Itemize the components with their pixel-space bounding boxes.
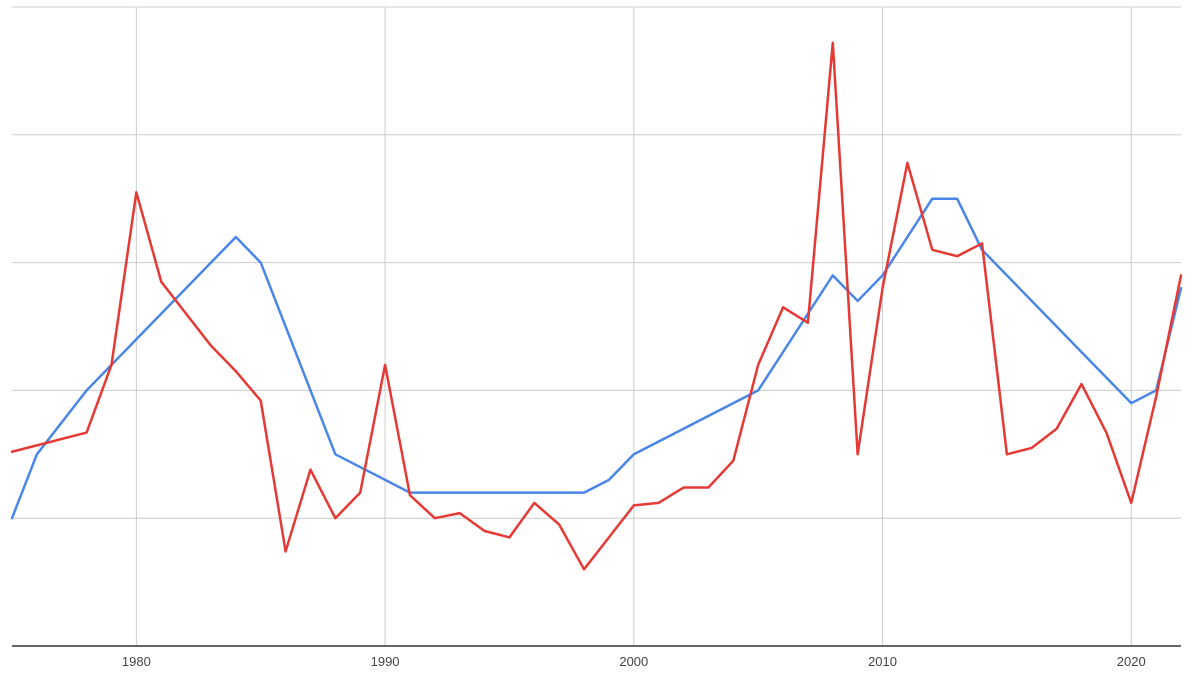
series-layer (10, 41, 1183, 571)
series-line-1 (10, 197, 1183, 520)
x-tick-label: 1990 (371, 654, 400, 669)
x-tick-label: 2010 (868, 654, 897, 669)
x-tick-label: 2020 (1117, 654, 1146, 669)
axis-layer: 1980 1990 2000 2010 2020 (12, 645, 1181, 669)
x-tick-label: 1980 (122, 654, 151, 669)
x-tick-label: 2000 (619, 654, 648, 669)
grid-layer (12, 6, 1181, 646)
series-line-2 (10, 41, 1183, 571)
